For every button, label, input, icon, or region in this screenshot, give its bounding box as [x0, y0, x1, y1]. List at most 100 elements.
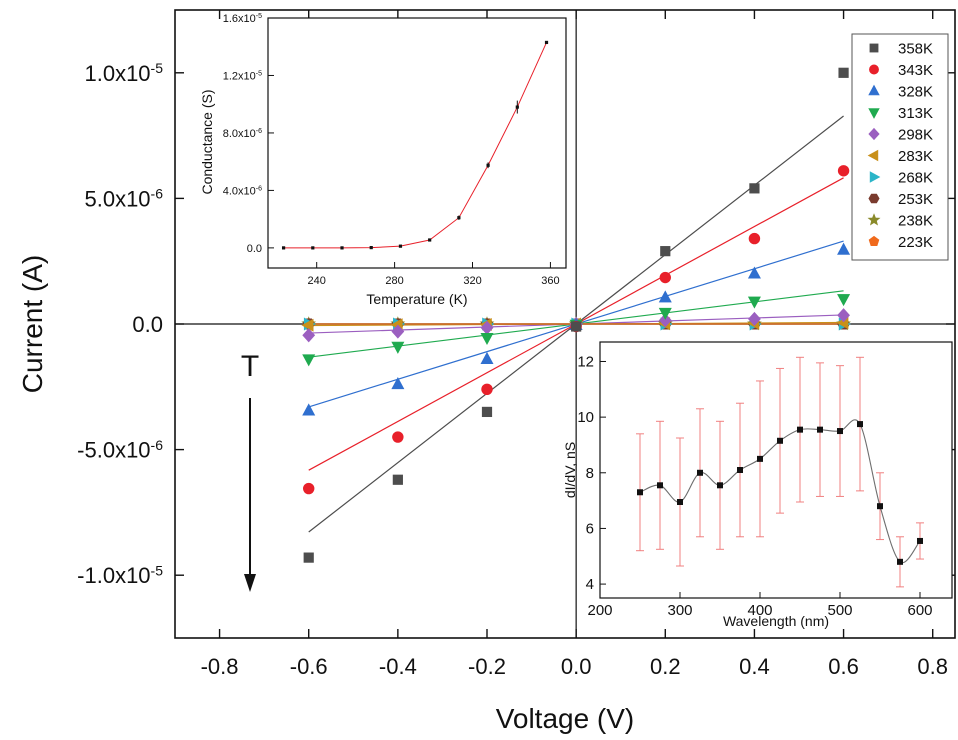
- main-data-point: [303, 552, 314, 563]
- spectrum-data-point: [697, 469, 703, 476]
- conductance-x-tick-label: 360: [541, 275, 559, 287]
- main-x-axis-label: Voltage (V): [496, 703, 635, 734]
- spectrum-data-point: [817, 426, 823, 433]
- main-data-point: [749, 183, 760, 194]
- main-x-tick-label: 0.8: [917, 654, 948, 679]
- conductance-data-point: [428, 238, 432, 242]
- conductance-data-point: [457, 216, 461, 220]
- legend-label: 313K: [898, 105, 933, 122]
- legend-label: 223K: [898, 234, 933, 251]
- spectrum-x-tick-label: 500: [827, 602, 852, 619]
- legend-marker: [868, 108, 880, 119]
- main-data-point: [837, 242, 851, 255]
- main-data-point: [391, 377, 405, 390]
- main-x-tick-label: -0.6: [290, 654, 328, 679]
- spectrum-inset-frame: [599, 341, 953, 599]
- legend: 358K 343K 328K 313K 298K 283K 268K 253K 238K 223K: [851, 33, 949, 261]
- main-x-tick-label: 0.2: [650, 654, 681, 679]
- main-data-point: [302, 403, 316, 416]
- spectrum-data-point: [837, 428, 843, 435]
- conductance-data-point: [515, 105, 519, 109]
- legend-marker: [868, 235, 880, 247]
- temperature-arrow: T: [241, 350, 259, 592]
- main-data-point: [838, 67, 849, 78]
- spectrum-x-tick-label: 600: [907, 602, 932, 619]
- main-data-point: [660, 246, 671, 257]
- legend-label: 283K: [898, 148, 933, 165]
- legend-marker: [869, 43, 879, 53]
- main-y-tick-label: -5.0x10-6: [77, 437, 163, 463]
- main-data-point: [480, 351, 494, 364]
- spectrum-data-point: [897, 558, 903, 565]
- conductance-inset-y-axis-label: Conductance (S): [199, 89, 215, 194]
- legend-marker: [867, 213, 881, 226]
- spectrum-x-tick-label: 400: [747, 602, 772, 619]
- legend-marker: [868, 84, 880, 96]
- legend-label: 298K: [898, 127, 933, 144]
- conductance-inset: 240 280 320 360 0.0 4.0x10-6 8.0x10-6 1.2x10-5 1…: [199, 13, 567, 307]
- spectrum-inset-background: [600, 342, 952, 598]
- main-data-point: [481, 383, 493, 396]
- legend-marker: [868, 127, 880, 141]
- conductance-data-point: [369, 245, 373, 250]
- main-data-point: [302, 328, 316, 343]
- conductance-inset-frame: [267, 17, 567, 269]
- legend-label: 268K: [898, 170, 933, 187]
- main-data-point: [837, 308, 850, 323]
- conductance-y-tick-label: 4.0x10-6: [223, 185, 262, 197]
- conductance-y-tick-label: 8.0x10-6: [223, 128, 262, 140]
- main-data-point: [392, 431, 404, 443]
- main-data-point: [480, 333, 494, 346]
- spectrum-data-point: [917, 537, 923, 544]
- conductance-data-point: [281, 246, 286, 250]
- conductance-data-point: [340, 246, 344, 250]
- main-x-tick-label: 0.6: [828, 654, 859, 679]
- spectrum-data-point: [737, 467, 743, 473]
- main-y-tick-label: 1.0x10-5: [84, 60, 163, 86]
- main-data-point: [301, 318, 314, 332]
- spectrum-data-point: [677, 499, 683, 505]
- spectrum-inset-x-axis-label: Wavelength (nm): [723, 613, 829, 629]
- main-data-point: [658, 313, 672, 328]
- main-plot: -0.8 -0.6 -0.4 -0.2 0.0 0.2 0.4 0.6 0.8 -1.0x10-5…: [17, 9, 956, 734]
- main-x-tick-label: -0.4: [379, 654, 417, 679]
- spectrum-inset: 200 300 400 500 600 4 6 8 10 12 Wavelength (nm) d…: [562, 341, 953, 629]
- main-data-point: [481, 406, 493, 418]
- legend-label: 343K: [898, 62, 933, 79]
- main-data-point: [747, 266, 761, 279]
- spectrum-data-point: [637, 489, 643, 496]
- main-x-tick-label: 0.0: [561, 654, 592, 679]
- conductance-data-point: [311, 246, 315, 250]
- spectrum-data-point: [657, 482, 663, 489]
- conductance-x-tick-label: 280: [385, 275, 403, 287]
- legend-label: 358K: [898, 41, 933, 58]
- conductance-line: [283, 42, 547, 249]
- main-x-tick-label: 0.4: [739, 654, 770, 679]
- spectrum-y-tick-label: 12: [577, 353, 594, 370]
- conductance-data-point: [544, 40, 549, 45]
- conductance-y-tick-label: 1.2x10-5: [223, 70, 262, 82]
- legend-frame: [851, 33, 949, 261]
- spectrum-data-point: [757, 455, 763, 462]
- conductance-x-tick-label: 320: [463, 275, 481, 287]
- spectrum-data-point: [777, 437, 783, 444]
- main-data-point: [658, 290, 672, 303]
- main-data-point: [303, 482, 315, 495]
- spectrum-x-tick-label: 300: [667, 602, 692, 619]
- spectrum-y-tick-label: 10: [577, 409, 594, 426]
- main-data-point: [659, 271, 671, 284]
- temperature-arrow-head: [244, 574, 256, 592]
- legend-marker: [868, 193, 880, 204]
- spectrum-inset-y-axis-label: dI/dV, nS: [562, 442, 578, 498]
- main-y-tick-label: -1.0x10-5: [77, 563, 163, 589]
- legend-marker: [869, 64, 879, 75]
- conductance-y-tick-label: 1.6x10-5: [223, 13, 262, 25]
- conductance-inset-background: [268, 18, 566, 268]
- conductance-x-tick-label: 240: [308, 275, 326, 287]
- main-data-point: [391, 324, 405, 339]
- main-data-point: [747, 296, 761, 309]
- legend-marker: [867, 149, 879, 162]
- legend-marker: [869, 171, 881, 183]
- conductance-inset-x-axis-label: Temperature (K): [366, 291, 467, 307]
